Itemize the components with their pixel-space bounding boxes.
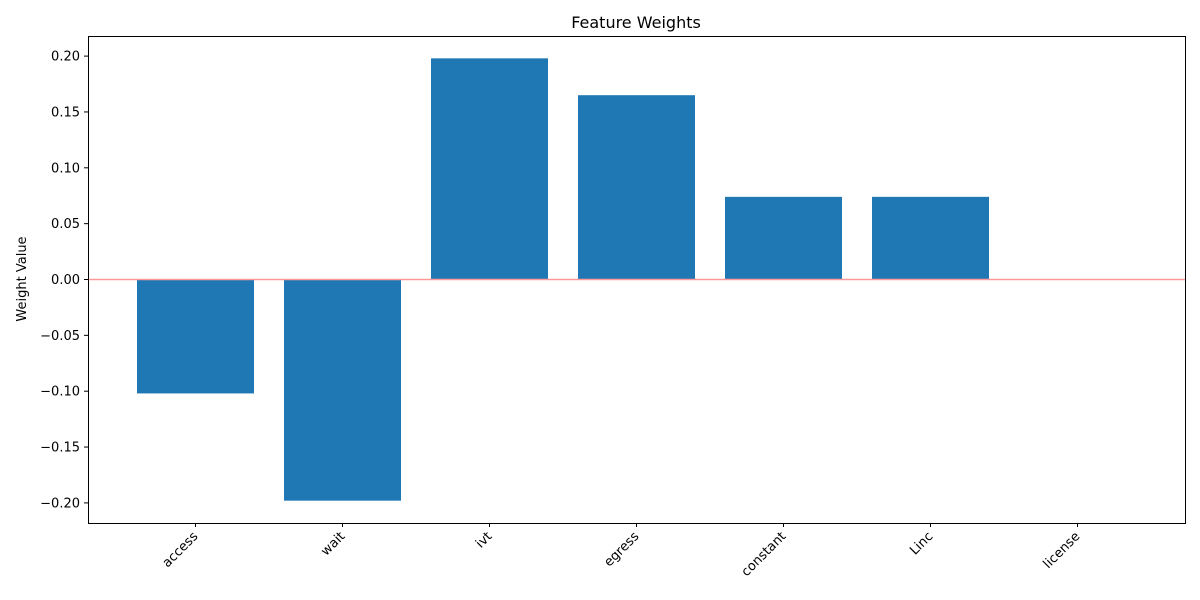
- y-tick-label: 0.05: [51, 217, 80, 232]
- bar-constant: [725, 196, 842, 280]
- y-tick-label: 0.15: [51, 105, 80, 120]
- y-tick-label: −0.10: [40, 385, 80, 400]
- y-tick-label: −0.05: [40, 329, 80, 344]
- x-tick-label-linc: Linc: [907, 529, 936, 558]
- bar-ivt: [431, 58, 548, 280]
- y-axis-ticks: −0.20 −0.15 −0.10 −0.05 0.00 0.05 0.10 0.15 0.20: [40, 50, 88, 511]
- y-tick-label: 0.00: [51, 273, 80, 288]
- x-tick-label-constant: constant: [739, 529, 790, 580]
- x-tick-label-access: access: [160, 529, 202, 571]
- bar-access: [137, 279, 254, 394]
- x-tick-label-ivt: ivt: [473, 529, 495, 551]
- bars-group: [137, 58, 989, 501]
- y-tick-label: −0.20: [40, 496, 80, 511]
- x-tick-label-license: license: [1041, 529, 1084, 572]
- chart-title: Feature Weights: [571, 13, 701, 32]
- x-tick-label-egress: egress: [601, 529, 642, 570]
- y-axis-label: Weight Value: [15, 236, 30, 321]
- bar-wait: [284, 279, 401, 501]
- y-tick-label: −0.15: [40, 441, 80, 456]
- plot-frame: [88, 36, 1186, 524]
- x-tick-label-wait: wait: [318, 529, 348, 559]
- bar-egress: [578, 95, 695, 280]
- y-tick-label: 0.10: [51, 161, 80, 176]
- x-axis-ticks: access wait ivt egress constant Linc license: [160, 523, 1084, 580]
- y-tick-label: 0.20: [51, 50, 80, 65]
- bar-linc: [872, 196, 989, 280]
